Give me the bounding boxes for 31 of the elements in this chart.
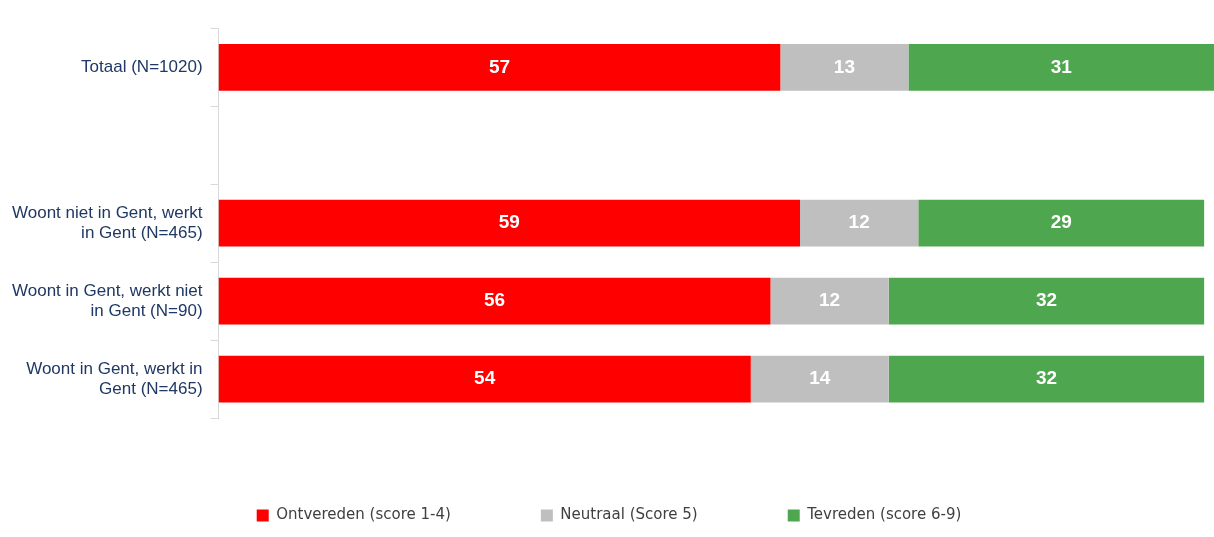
y-tick-label: Woont niet in Gent, werkt in Gent (N=465) <box>11 202 203 243</box>
data-label: 12 <box>819 289 841 311</box>
bar <box>800 199 919 247</box>
data-label: 57 <box>488 55 511 77</box>
data-label: 29 <box>1050 211 1072 233</box>
bar <box>908 43 1214 91</box>
bar <box>218 277 771 325</box>
legend-label: Ontvereden (score 1-4) <box>276 505 451 524</box>
legend-label: Neutraal (Score 5) <box>560 505 698 524</box>
data-label: 54 <box>474 367 496 389</box>
bar <box>218 199 801 247</box>
data-label: 14 <box>809 367 831 389</box>
bar <box>218 43 781 91</box>
data-label: 32 <box>1035 367 1058 389</box>
y-tick-label: Totaal (N=1020) <box>81 57 203 77</box>
bar <box>888 277 1205 325</box>
bar <box>770 277 889 325</box>
bar <box>918 199 1205 247</box>
data-label: 56 <box>483 289 506 311</box>
y-tick-label: Woont in Gent, werkt in Gent (N=465) <box>26 358 203 398</box>
bar <box>888 355 1205 403</box>
bar <box>218 355 751 403</box>
bar <box>780 43 909 91</box>
bar <box>750 355 889 403</box>
data-label: 13 <box>833 55 855 77</box>
y-tick-label: Woont in Gent, werkt niet in Gent (N=90) <box>11 280 203 321</box>
data-label: 32 <box>1035 289 1058 311</box>
legend-label: Tevreden (score 6-9) <box>806 505 962 524</box>
data-label: 12 <box>848 211 870 233</box>
data-label: 59 <box>498 211 520 233</box>
data-label: 31 <box>1050 55 1073 77</box>
